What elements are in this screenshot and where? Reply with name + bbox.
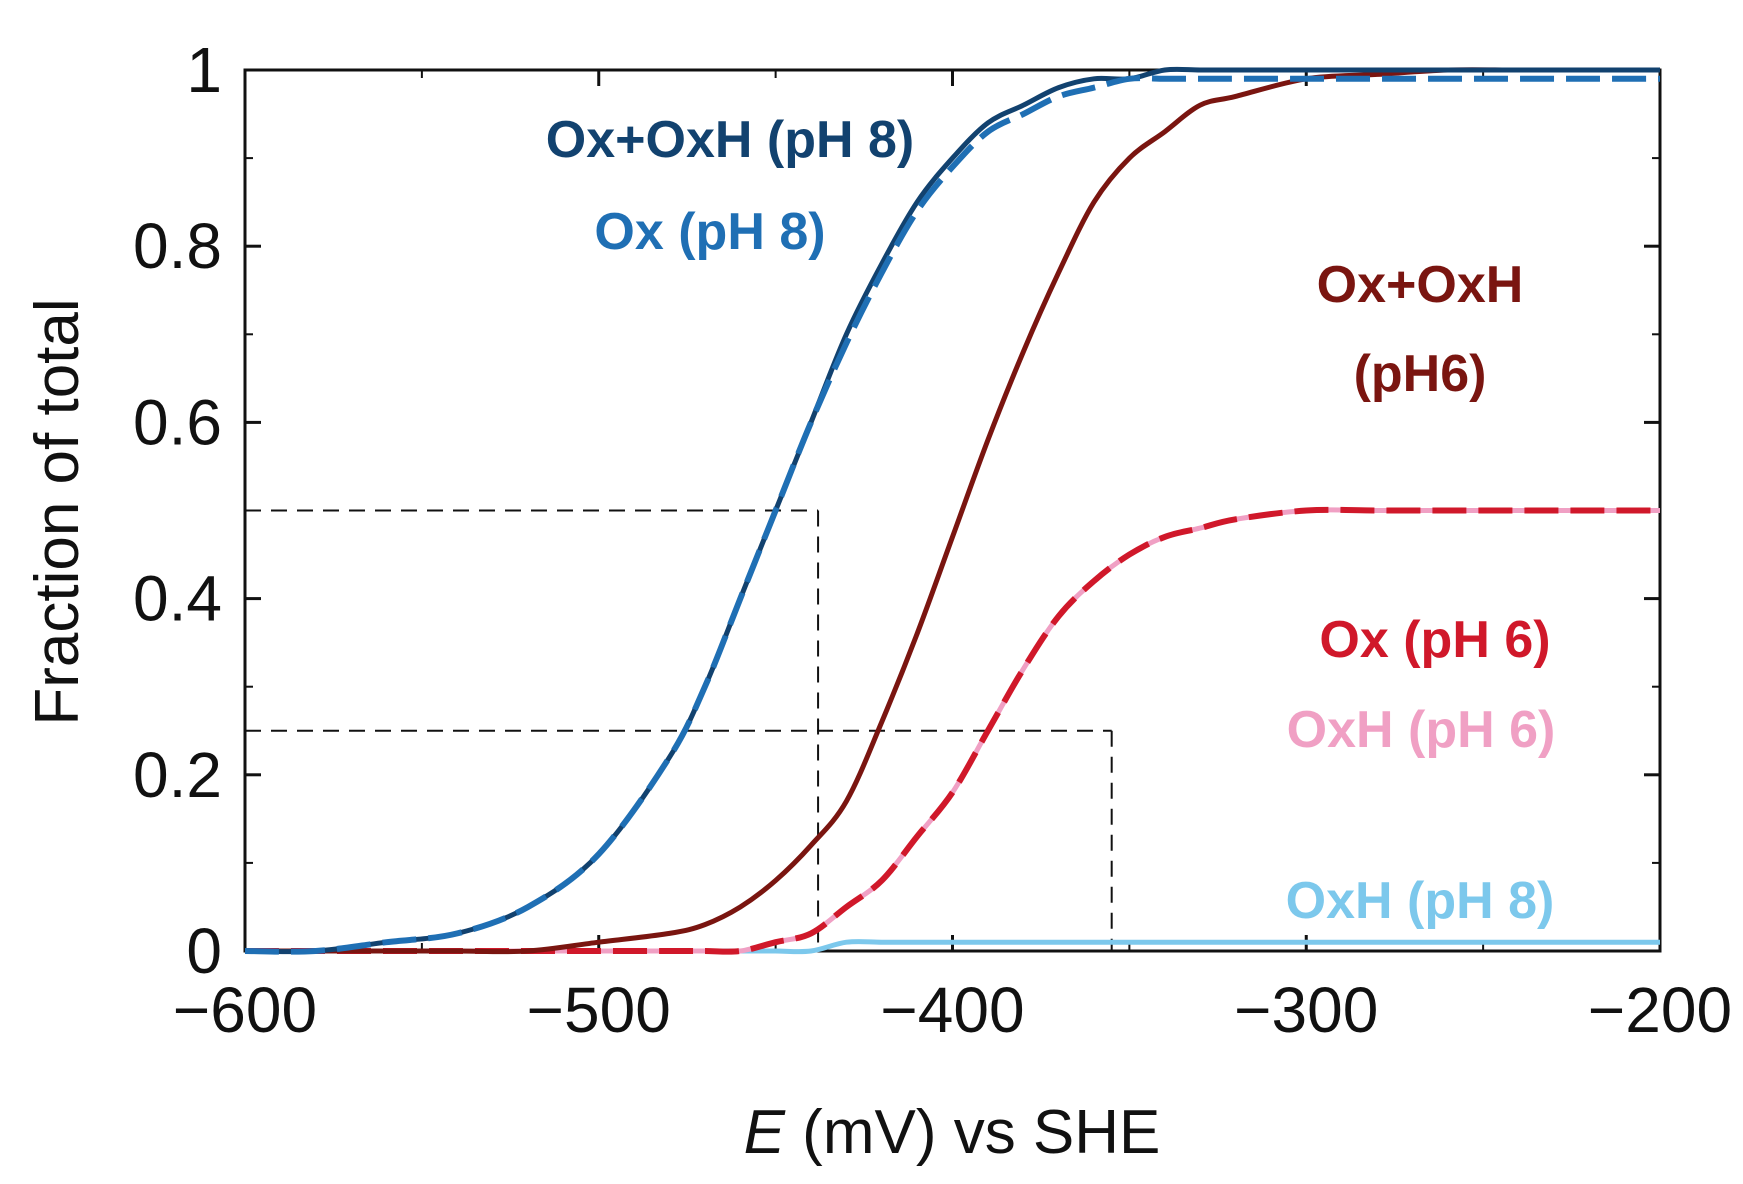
x-axis-title-italic: E bbox=[744, 1098, 786, 1167]
y-tick-label: 0.4 bbox=[133, 563, 222, 635]
y-tick-label: 0.8 bbox=[133, 210, 222, 282]
tick-labels: −600 −500 −400 −300 −200 0 0.2 0.4 0.6 0.8 1 bbox=[133, 34, 1732, 1046]
series-line-ox-oxh-ph6 bbox=[244, 67, 1660, 955]
y-tick-label: 0 bbox=[186, 915, 222, 987]
y-tick-label: 0.2 bbox=[133, 739, 222, 811]
x-axis-title: E (mV) vs SHE bbox=[744, 1098, 1161, 1167]
label-ox-oxh-ph6-line2: (pH6) bbox=[1354, 345, 1487, 403]
series-lines bbox=[244, 66, 1660, 955]
label-oxh-ph8: OxH (pH 8) bbox=[1286, 872, 1555, 930]
label-ox-ph8: Ox (pH 8) bbox=[594, 203, 825, 261]
x-tick-label: −400 bbox=[880, 974, 1024, 1046]
x-tick-label: −200 bbox=[1588, 974, 1732, 1046]
x-tick-label: −600 bbox=[173, 974, 317, 1046]
y-axis-title: Fraction of total bbox=[23, 298, 92, 725]
reference-lines bbox=[245, 509, 1113, 951]
label-ox-ph6: Ox (pH 6) bbox=[1319, 611, 1550, 669]
label-ox-oxh-ph6-line1: Ox+OxH bbox=[1317, 256, 1524, 314]
label-oxh-ph6: OxH (pH 6) bbox=[1287, 701, 1556, 759]
label-ox-oxh-ph8: Ox+OxH (pH 8) bbox=[546, 111, 914, 169]
x-axis-title-rest: (mV) vs SHE bbox=[785, 1098, 1160, 1167]
y-tick-label: 0.6 bbox=[133, 386, 222, 458]
series-line-ox-ph-8 bbox=[244, 75, 1660, 955]
y-tick-label: 1 bbox=[186, 34, 222, 106]
x-tick-label: −500 bbox=[527, 974, 671, 1046]
x-tick-label: −300 bbox=[1234, 974, 1378, 1046]
series-line-ox-ph-6 bbox=[244, 506, 1660, 955]
